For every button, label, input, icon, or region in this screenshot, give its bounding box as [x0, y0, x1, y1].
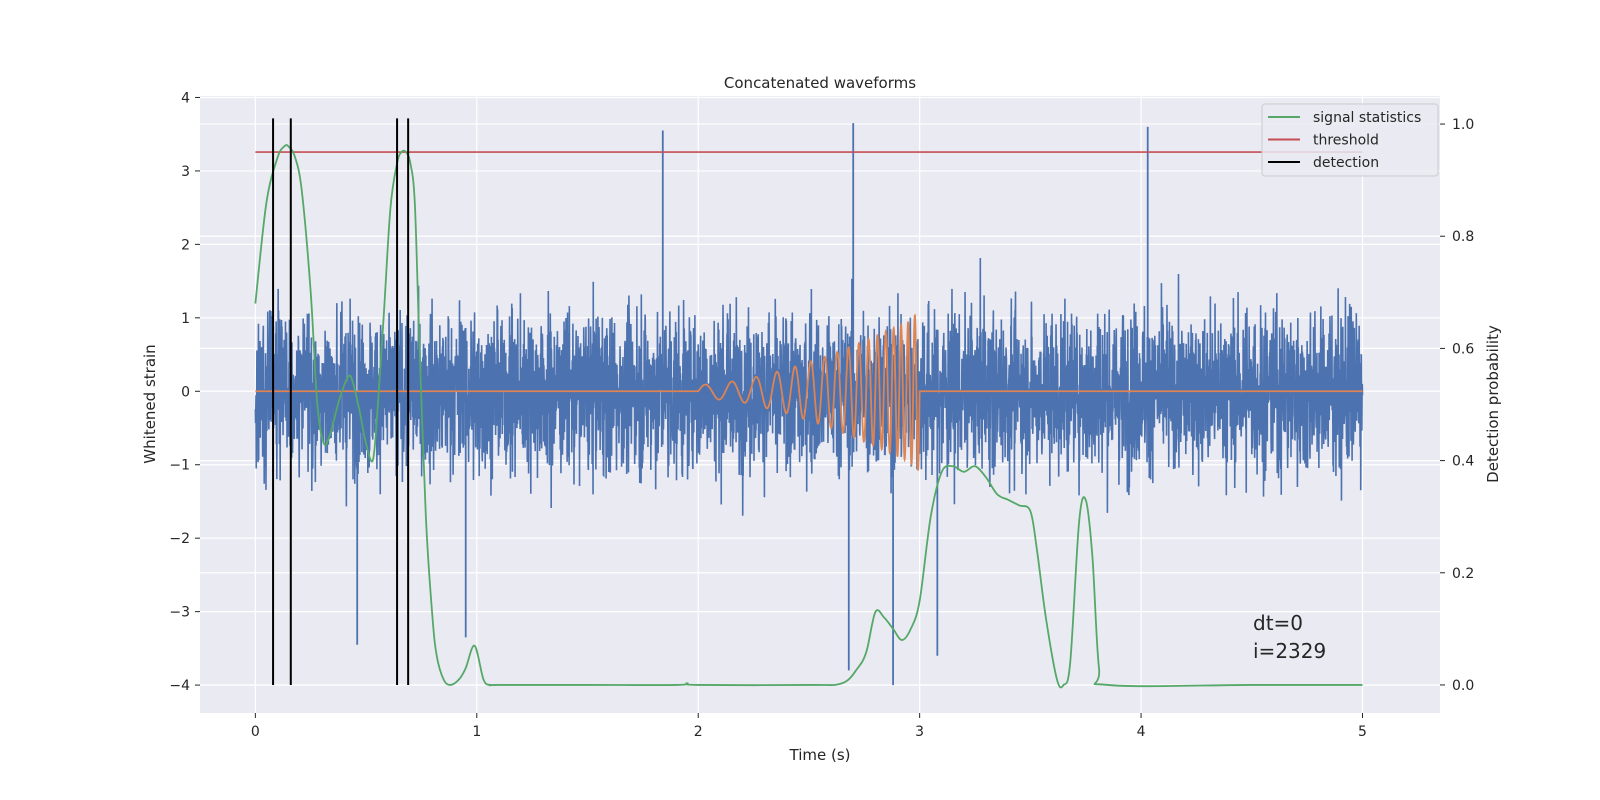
- annotation: dt=0 i=2329: [1253, 611, 1326, 663]
- x-axis-label: Time (s): [789, 746, 851, 764]
- y-tick-label: 1: [181, 311, 190, 327]
- y-tick-label: 0: [181, 384, 190, 400]
- x-tick-label: 3: [915, 724, 924, 740]
- x-tick-label: 5: [1358, 724, 1367, 740]
- y-right-tick-label: 0.4: [1452, 454, 1474, 470]
- ticks: 0 1 2 3 4 5 −4 −3 −2 −1 0 1 2 3 4 0.0 0.2 0.4 0.6 0.8 1.0: [169, 90, 1474, 740]
- chart-title: Concatenated waveforms: [724, 74, 916, 92]
- x-tick-label: 1: [472, 724, 481, 740]
- legend-box: [1261, 103, 1439, 177]
- legend-label: threshold: [1313, 133, 1379, 149]
- series-layer: [254, 118, 1364, 689]
- y-tick-label: −1: [169, 458, 190, 474]
- legend-label: detection: [1313, 155, 1379, 171]
- annotation-dt: dt=0: [1253, 611, 1303, 635]
- x-tick-label: 0: [251, 724, 260, 740]
- x-tick-label: 4: [1137, 724, 1146, 740]
- y-right-tick-label: 0.8: [1452, 229, 1474, 245]
- series-signal-statistics: [254, 144, 1363, 689]
- y-tick-label: −2: [169, 531, 190, 547]
- y-tick-label: −3: [169, 605, 190, 621]
- x-tick-label: 2: [694, 724, 703, 740]
- y-right-tick-label: 0.2: [1452, 566, 1474, 582]
- y-tick-label: 3: [181, 164, 190, 180]
- y-tick-label: −4: [169, 678, 190, 694]
- series-injected-waveform: [255, 313, 1363, 471]
- y-tick-label: 4: [181, 90, 190, 106]
- y-tick-label: 2: [181, 237, 190, 253]
- legend-label: signal statistics: [1313, 110, 1421, 126]
- y-axis-label: Whitened strain: [141, 344, 159, 463]
- y-right-tick-label: 1.0: [1452, 117, 1474, 133]
- y-right-tick-label: 0.6: [1452, 341, 1474, 357]
- annotation-i: i=2329: [1253, 639, 1326, 663]
- legend: signal statistics threshold detection: [1261, 103, 1439, 177]
- y-right-axis-label: Detection probability: [1484, 325, 1502, 483]
- y-right-tick-label: 0.0: [1452, 678, 1474, 694]
